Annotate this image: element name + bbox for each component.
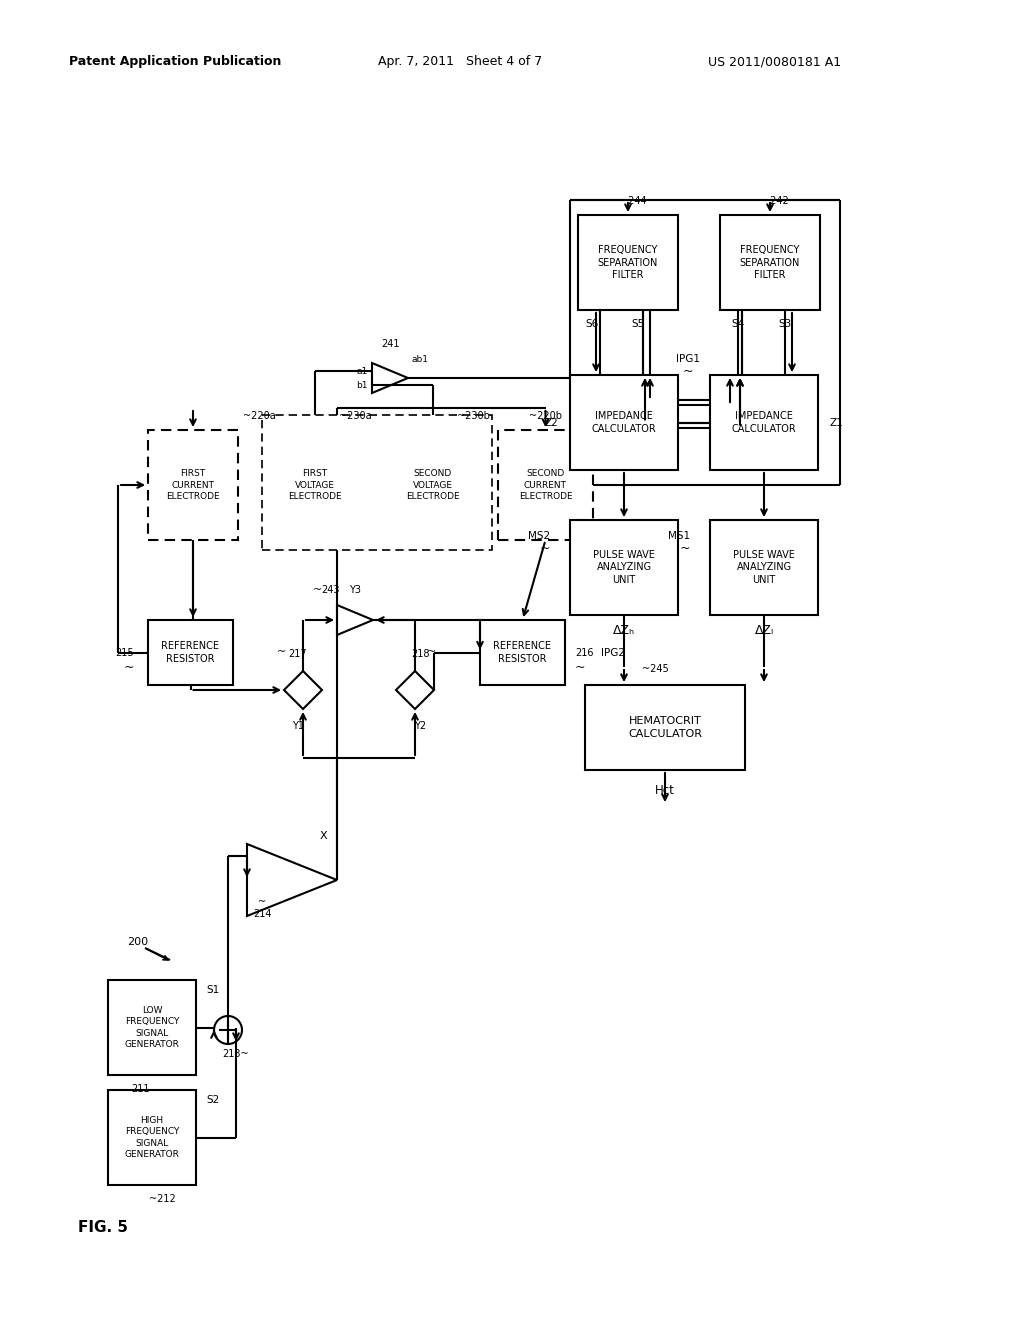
Bar: [578, 215, 678, 310]
Text: FREQUENCY
SEPARATION
FILTER: FREQUENCY SEPARATION FILTER: [598, 244, 658, 280]
Text: PULSE WAVE
ANALYZING
UNIT: PULSE WAVE ANALYZING UNIT: [593, 549, 655, 585]
Text: ~220b: ~220b: [529, 411, 562, 421]
Text: S4: S4: [731, 319, 744, 329]
Text: IMPEDANCE
CALCULATOR: IMPEDANCE CALCULATOR: [731, 411, 797, 434]
Bar: [270, 430, 360, 540]
Text: ~: ~: [276, 647, 286, 657]
Text: 215: 215: [116, 648, 134, 657]
Text: 200: 200: [127, 937, 148, 946]
Text: 211: 211: [131, 1084, 150, 1094]
Text: 241: 241: [381, 339, 399, 348]
Bar: [720, 215, 820, 310]
Text: Y2: Y2: [414, 721, 426, 731]
Text: IMPEDANCE
CALCULATOR: IMPEDANCE CALCULATOR: [592, 411, 656, 434]
Bar: [262, 414, 492, 550]
Text: HIGH
FREQUENCY
SIGNAL
GENERATOR: HIGH FREQUENCY SIGNAL GENERATOR: [125, 1115, 179, 1159]
Text: ~: ~: [683, 364, 693, 378]
Text: ~212: ~212: [148, 1195, 175, 1204]
Text: Y1: Y1: [292, 721, 304, 731]
Text: S3: S3: [778, 319, 792, 329]
Text: ~245: ~245: [642, 664, 669, 675]
Text: 243: 243: [321, 585, 339, 595]
Text: ~230a: ~230a: [339, 411, 372, 421]
Text: ~242: ~242: [762, 195, 788, 206]
Bar: [148, 430, 238, 540]
Text: US 2011/0080181 A1: US 2011/0080181 A1: [709, 55, 842, 69]
Text: a1: a1: [356, 367, 368, 375]
Text: ab1: ab1: [412, 355, 429, 364]
Text: FREQUENCY
SEPARATION
FILTER: FREQUENCY SEPARATION FILTER: [739, 244, 800, 280]
Text: PULSE WAVE
ANALYZING
UNIT: PULSE WAVE ANALYZING UNIT: [733, 549, 795, 585]
Text: Hct: Hct: [655, 784, 675, 796]
Bar: [498, 430, 593, 540]
Text: Y3: Y3: [349, 585, 361, 595]
Text: ~220a: ~220a: [243, 411, 275, 421]
Text: Z2: Z2: [544, 417, 558, 428]
Text: IPG1: IPG1: [676, 354, 700, 364]
Text: ~: ~: [124, 661, 134, 675]
Text: ~: ~: [680, 541, 690, 554]
Text: Apr. 7, 2011   Sheet 4 of 7: Apr. 7, 2011 Sheet 4 of 7: [378, 55, 542, 69]
Text: SECOND
CURRENT
ELECTRODE: SECOND CURRENT ELECTRODE: [519, 469, 572, 502]
Text: MS1: MS1: [668, 531, 690, 541]
Text: LOW
FREQUENCY
SIGNAL
GENERATOR: LOW FREQUENCY SIGNAL GENERATOR: [125, 1006, 179, 1049]
Text: SECOND
VOLTAGE
ELECTRODE: SECOND VOLTAGE ELECTRODE: [407, 469, 460, 502]
Bar: [108, 1090, 196, 1185]
Text: 216: 216: [575, 648, 594, 657]
Bar: [585, 685, 745, 770]
Text: ~230b: ~230b: [457, 411, 489, 421]
Text: FIRST
CURRENT
ELECTRODE: FIRST CURRENT ELECTRODE: [166, 469, 220, 502]
Text: FIG. 5: FIG. 5: [78, 1221, 128, 1236]
Text: Patent Application Publication: Patent Application Publication: [69, 55, 282, 69]
Bar: [570, 375, 678, 470]
Text: REFERENCE
RESISTOR: REFERENCE RESISTOR: [494, 642, 552, 664]
Text: S6: S6: [586, 319, 599, 329]
Text: ~: ~: [312, 585, 322, 595]
Bar: [388, 430, 478, 540]
Text: 217: 217: [289, 649, 307, 659]
Text: HEMATOCRIT
CALCULATOR: HEMATOCRIT CALCULATOR: [628, 715, 702, 739]
Text: ~: ~: [540, 541, 550, 554]
Text: ~
214: ~ 214: [253, 896, 271, 919]
Text: X: X: [319, 832, 328, 841]
Text: 213~: 213~: [222, 1049, 249, 1059]
Text: S2: S2: [206, 1096, 219, 1105]
Text: Z1: Z1: [830, 417, 844, 428]
Text: ΔZₗ: ΔZₗ: [755, 624, 773, 638]
Bar: [710, 375, 818, 470]
Bar: [570, 520, 678, 615]
Text: ~244: ~244: [620, 195, 646, 206]
Text: ΔZₕ: ΔZₕ: [613, 624, 635, 638]
Bar: [108, 979, 196, 1074]
Text: 218: 218: [411, 649, 429, 659]
Text: ~: ~: [426, 647, 435, 657]
Bar: [148, 620, 233, 685]
Text: ~: ~: [575, 661, 586, 675]
Text: b1: b1: [356, 380, 368, 389]
Text: MS2: MS2: [528, 531, 550, 541]
Text: S5: S5: [632, 319, 645, 329]
Text: REFERENCE
RESISTOR: REFERENCE RESISTOR: [162, 642, 219, 664]
Text: S1: S1: [206, 985, 219, 995]
Bar: [480, 620, 565, 685]
Bar: [710, 520, 818, 615]
Text: IPG2: IPG2: [601, 648, 625, 657]
Text: FIRST
VOLTAGE
ELECTRODE: FIRST VOLTAGE ELECTRODE: [288, 469, 342, 502]
